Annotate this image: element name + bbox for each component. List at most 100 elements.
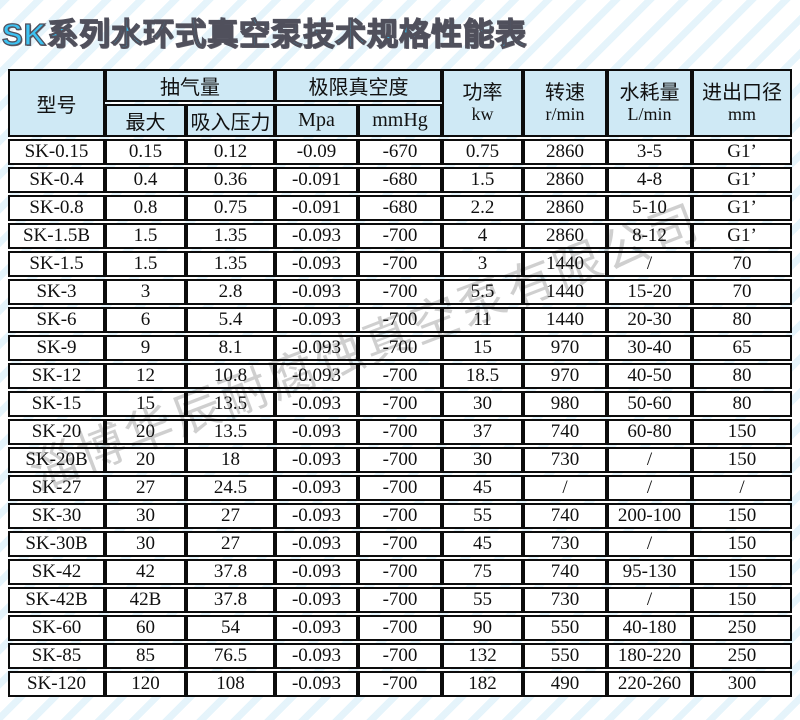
speed-unit-label: r/min [545,104,585,125]
value-cell: 0.75 [186,195,275,221]
power-unit-label: kw [471,104,494,125]
value-cell: 30 [105,531,186,557]
value-cell: 13.5 [186,391,275,417]
value-cell: 80 [692,363,792,389]
table-row: SK-20 20 13.5 -0.093 -700 37 740 60-80 150 [8,419,792,445]
col-header-vacuum-mpa: Mpa [275,104,358,137]
table-row: SK-15 15 13.5 -0.093 -700 30 980 50-60 80 [8,391,792,417]
value-cell: -700 [358,503,442,529]
table-row: SK-0.4 0.4 0.36 -0.091 -680 1.5 2860 4-8 G1’ [8,167,792,193]
value-cell: 1.5 [105,251,186,277]
value-cell: 1.35 [186,251,275,277]
value-cell: 45 [442,475,523,501]
value-cell: 150 [692,447,792,473]
value-cell: 730 [523,447,607,473]
value-cell: 220-260 [607,671,692,697]
value-cell: 30-40 [607,335,692,361]
value-cell: 970 [523,335,607,361]
value-cell: -0.093 [275,251,358,277]
value-cell: 13.5 [186,419,275,445]
value-cell: -0.093 [275,223,358,249]
value-cell: 8.1 [186,335,275,361]
value-cell: 5.5 [442,279,523,305]
model-cell: SK-60 [8,615,105,641]
value-cell: 55 [442,503,523,529]
value-cell: 30 [442,391,523,417]
value-cell: 200-100 [607,503,692,529]
value-cell: -700 [358,615,442,641]
value-cell: 54 [186,615,275,641]
value-cell: -700 [358,531,442,557]
power-label: 功率 [462,82,503,105]
value-cell: / [607,531,692,557]
table-header: 型号 抽气量 极限真空度 功率 kw 转速 r/min 水耗量 L/min 进出… [8,69,792,137]
value-cell: -700 [358,419,442,445]
value-cell: -700 [358,643,442,669]
model-cell: SK-1.5 [8,251,105,277]
table-row: SK-1.5B 1.5 1.35 -0.093 -700 4 2860 8-12 G1’ [8,223,792,249]
value-cell: 980 [523,391,607,417]
value-cell: 90 [442,615,523,641]
value-cell: -0.093 [275,643,358,669]
col-header-pumping-suction: 吸入压力 [186,104,275,137]
value-cell: -700 [358,587,442,613]
model-cell: SK-15 [8,391,105,417]
value-cell: 80 [692,391,792,417]
value-cell: 150 [692,559,792,585]
value-cell: 250 [692,643,792,669]
value-cell: 60-80 [607,419,692,445]
table-row: SK-9 9 8.1 -0.093 -700 15 970 30-40 65 [8,335,792,361]
value-cell: -0.093 [275,363,358,389]
table-row: SK-20B 20 18 -0.093 -700 30 730/150 [8,447,792,473]
value-cell: 2.2 [442,195,523,221]
value-cell: 740 [523,559,607,585]
value-cell: 2860 [523,195,607,221]
value-cell: 0.12 [186,139,275,165]
value-cell: 180-220 [607,643,692,669]
value-cell: / [523,475,607,501]
value-cell: 1.35 [186,223,275,249]
table-row: SK-1.5 1.5 1.35 -0.093 -700 3 1440/70 [8,251,792,277]
col-header-power: 功率 kw [442,69,523,137]
value-cell: -670 [358,139,442,165]
value-cell: 3 [442,251,523,277]
value-cell: -0.093 [275,335,358,361]
value-cell: 8-12 [607,223,692,249]
value-cell: -0.09 [275,139,358,165]
water-label: 水耗量 [619,82,680,105]
value-cell: -0.093 [275,671,358,697]
value-cell: 40-50 [607,363,692,389]
value-cell: 550 [523,643,607,669]
value-cell: 65 [692,335,792,361]
value-cell: 2860 [523,167,607,193]
value-cell: -700 [358,363,442,389]
model-cell: SK-0.15 [8,139,105,165]
value-cell: 182 [442,671,523,697]
value-cell: 37.8 [186,587,275,613]
value-cell: -700 [358,671,442,697]
value-cell: 12 [105,363,186,389]
value-cell: 5.4 [186,307,275,333]
model-cell: SK-20B [8,447,105,473]
value-cell: G1’ [692,139,792,165]
value-cell: 30 [442,447,523,473]
value-cell: -0.093 [275,503,358,529]
table-row: SK-0.8 0.8 0.75 -0.091 -680 2.2 2860 5-10 G1’ [8,195,792,221]
model-cell: SK-42 [8,559,105,585]
value-cell: 15 [442,335,523,361]
model-cell: SK-27 [8,475,105,501]
table-row: SK-3 3 2.8 -0.093 -700 5.5 1440 15-20 70 [8,279,792,305]
value-cell: 20 [105,419,186,445]
value-cell: -0.093 [275,615,358,641]
model-cell: SK-0.4 [8,167,105,193]
header-row-top: 型号 抽气量 极限真空度 功率 kw 转速 r/min 水耗量 L/min 进出… [8,69,792,137]
page-title: SK系列水环式真空泵技术规格性能表 [1,16,528,52]
value-cell: 108 [186,671,275,697]
model-cell: SK-85 [8,643,105,669]
port-label: 进出口径 [702,82,782,105]
table-row: SK-120 120 108 -0.093 -700 182 490 220-260 300 [8,671,792,697]
value-cell: G1’ [692,195,792,221]
value-cell: 4-8 [607,167,692,193]
value-cell: -0.093 [275,587,358,613]
value-cell: 120 [105,671,186,697]
